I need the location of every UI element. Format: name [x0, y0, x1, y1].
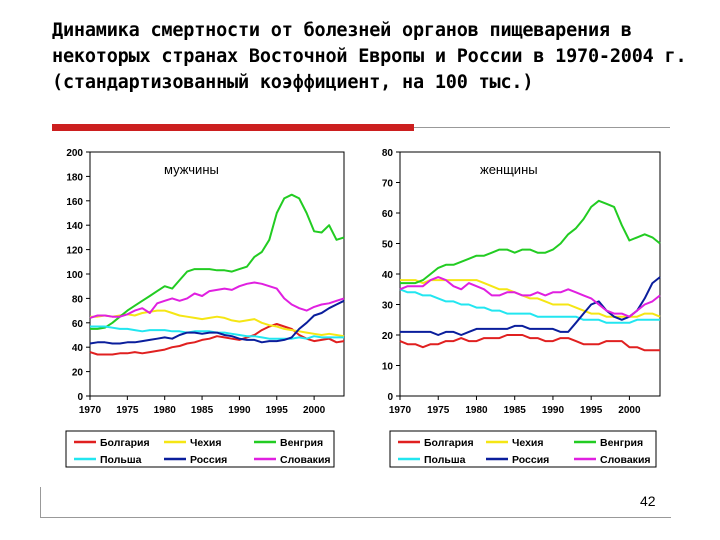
men-y-tick-label: 160	[66, 197, 83, 208]
men-legend-label: Болгария	[100, 437, 150, 449]
men-legend-label: Россия	[190, 454, 227, 466]
men-y-tick-label: 80	[72, 294, 84, 305]
footer-frame	[40, 487, 671, 518]
women-series-line	[399, 276, 661, 318]
men-legend-box	[65, 430, 335, 468]
men-panel-label: мужчины	[164, 162, 219, 177]
women-y-tick-label: 10	[382, 362, 394, 373]
men-y-tick-label: 120	[66, 246, 83, 257]
title-accent-bar	[52, 124, 414, 131]
women-y-tick-label: 0	[387, 392, 393, 403]
women-legend-label: Болгария	[424, 437, 474, 449]
men-legend-label: Словакия	[280, 454, 331, 466]
men-y-tick-label: 200	[66, 148, 83, 159]
men-y-tick-label: 0	[77, 392, 83, 403]
men-series-line	[90, 193, 345, 330]
men-x-tick-label: 1970	[79, 405, 102, 416]
women-y-tick-label: 30	[382, 301, 394, 312]
men-series-line	[90, 309, 345, 338]
women-series-line	[400, 276, 661, 336]
women-y-tick-label: 40	[382, 270, 394, 281]
women-panel-label: женщины	[480, 162, 538, 177]
women-x-tick-label: 1975	[427, 405, 450, 416]
women-x-tick-label: 1980	[465, 405, 488, 416]
page-number: 42	[640, 493, 656, 509]
women-legend-box	[389, 430, 657, 468]
men-x-tick-label: 1985	[191, 405, 214, 416]
men-y-tick-label: 180	[66, 172, 83, 183]
women-x-tick-label: 2000	[618, 405, 641, 416]
men-y-tick-label: 20	[72, 368, 84, 379]
men-x-tick-label: 1995	[266, 405, 289, 416]
men-y-tick-label: 140	[66, 221, 83, 232]
women-series-line	[399, 288, 660, 324]
chart-women: 0 10 20 30 40 50 60 70 80 1970 1975 1980 1985 1990 199…	[382, 148, 661, 468]
men-y-tick-label: 100	[66, 270, 83, 281]
men-x-tick-label: 1990	[228, 405, 251, 416]
men-legend-label: Польша	[100, 454, 142, 466]
men-x-tick-label: 1980	[154, 405, 177, 416]
women-y-tick-label: 70	[382, 179, 394, 190]
women-y-tick-label: 20	[382, 331, 394, 342]
women-x-tick-label: 1995	[580, 405, 603, 416]
women-plot-area	[399, 151, 661, 397]
men-plot-area	[89, 151, 345, 397]
women-legend-label: Польша	[424, 454, 466, 466]
women-series-line	[399, 334, 660, 352]
men-legend-label: Венгрия	[280, 437, 323, 449]
men-y-tick-label: 60	[72, 319, 84, 330]
women-y-tick-label: 60	[382, 209, 394, 220]
slide-title: Динамика смертности от болезней органов …	[52, 20, 687, 93]
women-series-line	[400, 199, 661, 285]
women-y-tick-label: 80	[382, 148, 394, 159]
men-x-tick-label: 1975	[116, 405, 139, 416]
men-series-line	[89, 281, 345, 319]
women-legend-label: Россия	[512, 454, 549, 466]
women-legend-label: Чехия	[512, 437, 544, 449]
men-series-line	[89, 323, 345, 356]
men-legend-label: Чехия	[190, 437, 222, 449]
women-legend-label: Венгрия	[600, 437, 643, 449]
women-legend-label: Словакия	[600, 454, 651, 466]
women-y-tick-label: 50	[382, 240, 394, 251]
chart-men: 0 20 40 60 80 100 120 140 160 180 200 1970 1975 1980 1…	[65, 148, 345, 468]
men-x-tick-label: 2000	[303, 405, 326, 416]
women-x-tick-label: 1985	[504, 405, 527, 416]
men-series-line	[89, 299, 345, 345]
women-x-tick-label: 1970	[389, 405, 412, 416]
women-x-tick-label: 1990	[542, 405, 565, 416]
title-rule	[414, 127, 670, 128]
men-y-tick-label: 40	[72, 343, 84, 354]
